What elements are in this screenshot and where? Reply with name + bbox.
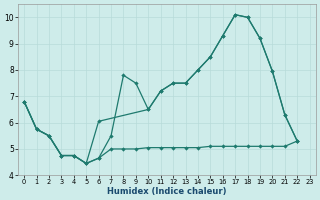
X-axis label: Humidex (Indice chaleur): Humidex (Indice chaleur) [107, 187, 227, 196]
